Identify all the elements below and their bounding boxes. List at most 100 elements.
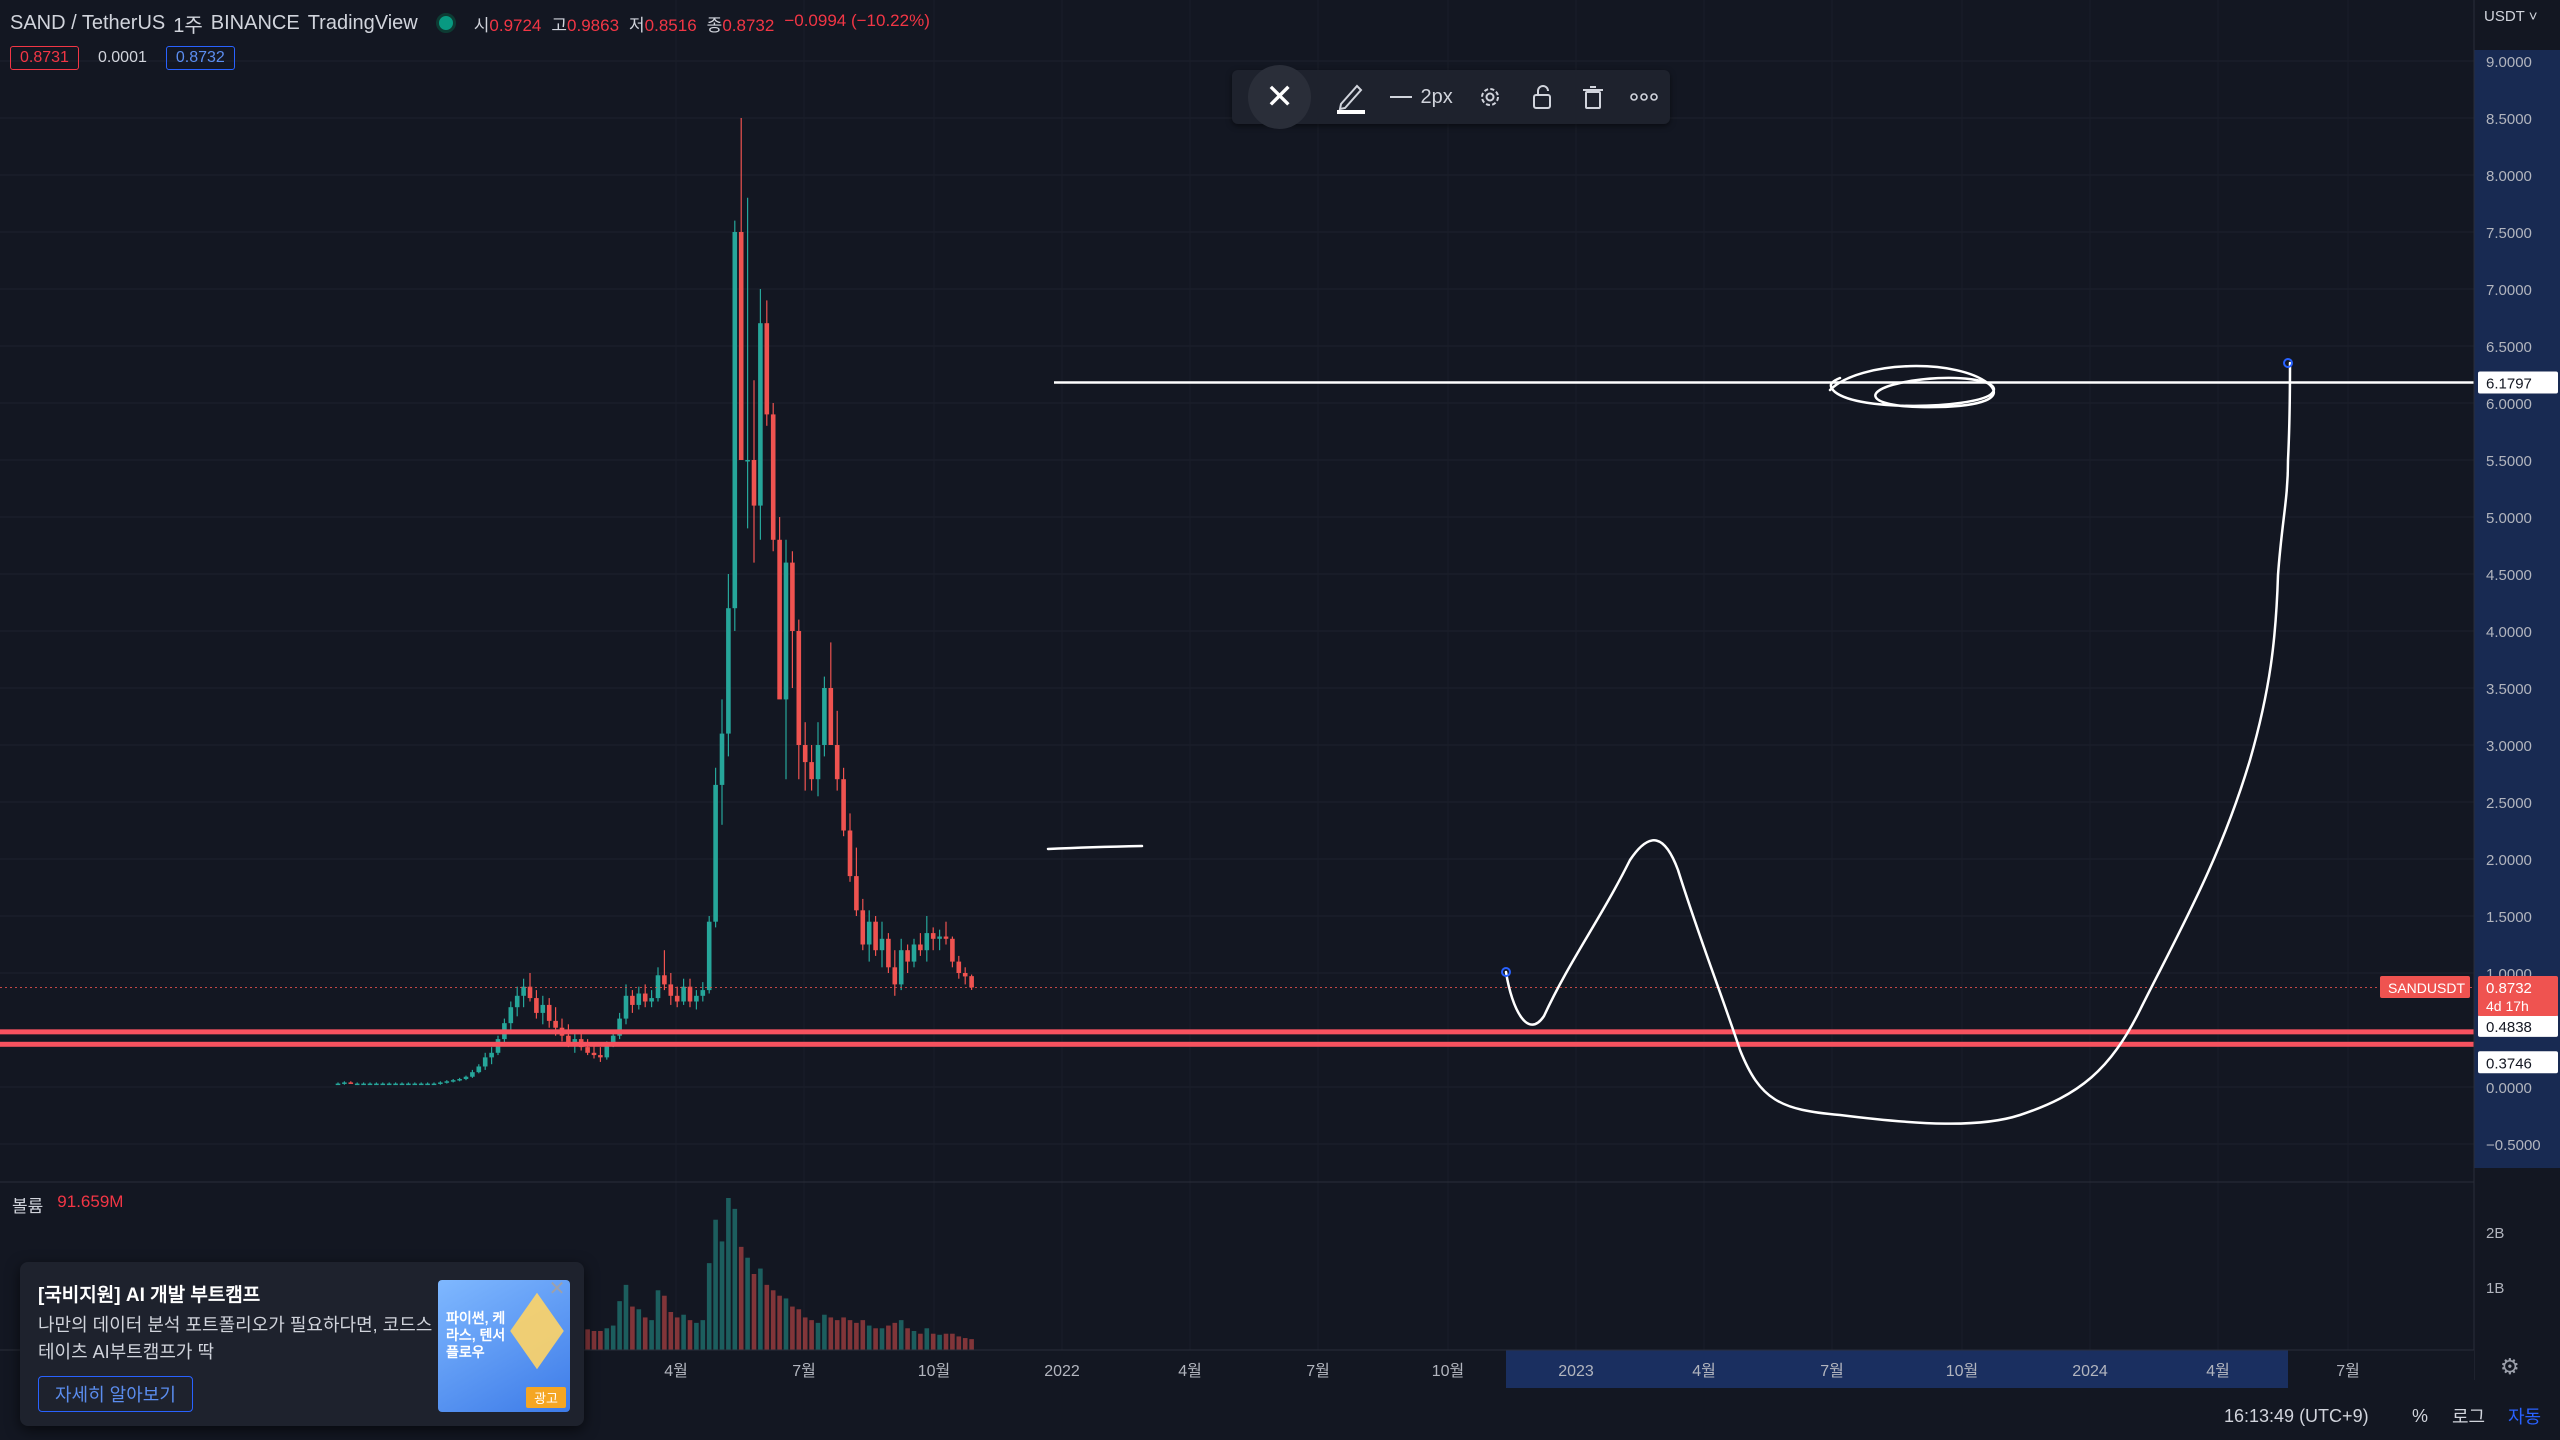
y-tick-label: −0.5000 xyxy=(2486,1137,2541,1154)
drawing-start-handle xyxy=(1501,967,1511,977)
candle-body xyxy=(399,1083,405,1086)
volume-bar xyxy=(879,1328,885,1350)
candle-body xyxy=(482,1057,488,1067)
volume-bar xyxy=(866,1325,872,1350)
volume-bar xyxy=(783,1298,789,1350)
candle-body xyxy=(866,921,872,945)
lock-icon[interactable] xyxy=(1516,70,1567,124)
source: TradingView xyxy=(307,11,418,34)
gear-icon[interactable] xyxy=(1465,70,1516,124)
volume-bar xyxy=(790,1306,795,1350)
trash-icon[interactable] xyxy=(1567,70,1618,124)
candle-body xyxy=(796,631,802,745)
volume-bar xyxy=(681,1314,686,1350)
candle-body xyxy=(662,975,667,985)
volume-bar xyxy=(969,1339,974,1350)
clock[interactable]: 16:13:49 (UTC+9) xyxy=(2224,1405,2369,1426)
currency-selector[interactable]: USDT ˅ xyxy=(2484,8,2538,25)
volume-bar xyxy=(713,1219,718,1350)
close-icon[interactable]: ✕ xyxy=(1248,65,1312,129)
candle-body xyxy=(406,1083,411,1086)
candle-body xyxy=(828,688,834,745)
ad-image[interactable]: 파이썬, 케라스, 텐서플로우 광고 xyxy=(438,1280,570,1412)
candle-body xyxy=(726,608,731,734)
symbol-tag-bg xyxy=(2380,976,2470,998)
y-tick-label: 5.5000 xyxy=(2486,453,2532,470)
candle-body xyxy=(802,745,808,763)
brush-icon[interactable] xyxy=(1325,70,1376,124)
volume-bar xyxy=(918,1333,923,1350)
x-tick-label: 2023 xyxy=(1558,1363,1594,1380)
candle-body xyxy=(790,562,795,631)
volume-bar xyxy=(668,1312,674,1350)
candle-body xyxy=(713,784,718,922)
spread: 0.0001 xyxy=(97,49,147,66)
auto-toggle[interactable]: 자동 xyxy=(2508,1407,2542,1427)
ad-learn-more-button[interactable]: 자세히 알아보기 xyxy=(38,1376,193,1412)
buy-button[interactable]: 0.8732 xyxy=(165,46,235,70)
candle-body xyxy=(393,1083,398,1086)
volume-value: 91.659M xyxy=(57,1192,124,1211)
line-width-button[interactable]: 2px xyxy=(1390,70,1453,124)
volume-bar xyxy=(860,1320,866,1350)
volume-bar xyxy=(706,1263,712,1350)
candle-body xyxy=(598,1055,603,1058)
market-status-icon xyxy=(435,13,456,33)
volume-bar xyxy=(598,1331,603,1350)
x-tick-label: 10월 xyxy=(918,1362,951,1380)
freehand-drawings xyxy=(1046,358,2293,1125)
buy-sell-panel: 0.8731 0.0001 0.8732 xyxy=(10,44,235,72)
candle-body xyxy=(438,1082,443,1084)
hline-price-tag-bg xyxy=(2478,371,2558,394)
candle-body xyxy=(527,986,533,999)
gear-icon[interactable]: ⚙ xyxy=(2500,1354,2520,1379)
candle-body xyxy=(770,414,776,540)
volume-bar xyxy=(617,1301,622,1350)
red-line-1-tag-bg xyxy=(2478,1014,2558,1037)
candle-body xyxy=(681,986,686,1002)
volume-bar xyxy=(610,1325,616,1350)
candle-body xyxy=(610,1035,616,1044)
log-toggle[interactable]: 로그 xyxy=(2452,1407,2486,1427)
candle-body xyxy=(463,1076,469,1080)
candle-body xyxy=(642,993,648,1002)
candle-body xyxy=(521,986,526,996)
hline-price-tag: 6.1797 xyxy=(2486,376,2532,393)
ad-graphic xyxy=(510,1292,564,1370)
candle-body xyxy=(764,323,770,415)
y-tick-label: 4.5000 xyxy=(2486,567,2532,584)
close-icon[interactable]: ✕ xyxy=(548,1278,566,1300)
volume-bar xyxy=(924,1328,930,1350)
candle-body xyxy=(566,1035,571,1044)
volume-bar xyxy=(930,1333,936,1350)
candle-body xyxy=(489,1052,494,1058)
volume-bar xyxy=(834,1320,840,1350)
candle-body xyxy=(354,1083,360,1086)
y-tick-label: 4.0000 xyxy=(2486,624,2532,641)
x-tick-label: 7월 xyxy=(2336,1362,2360,1380)
candle-body xyxy=(694,995,699,1002)
candle-body xyxy=(412,1083,418,1086)
y-tick-label: 0.0000 xyxy=(2486,1080,2532,1097)
percent-toggle[interactable]: % xyxy=(2412,1405,2429,1426)
x-tick-label: 2024 xyxy=(2072,1363,2108,1380)
candle-body xyxy=(674,995,680,1002)
volume-bar xyxy=(726,1198,731,1350)
x-tick-label: 7월 xyxy=(1306,1362,1330,1380)
symbol-name[interactable]: SAND / TetherUS xyxy=(10,11,166,34)
x-tick-label: 7월 xyxy=(792,1362,816,1380)
more-icon[interactable] xyxy=(1619,70,1670,124)
candle-body xyxy=(591,1052,597,1056)
ad-body: 나만의 데이터 분석 포트폴리오가 필요하다면, 코드스테이츠 AI부트캠프가 … xyxy=(38,1315,433,1362)
sell-button[interactable]: 0.8731 xyxy=(10,46,79,70)
candle-body xyxy=(905,950,910,962)
volume-bar xyxy=(630,1306,635,1350)
candle-body xyxy=(617,1018,622,1036)
circle-mark xyxy=(1828,364,1996,409)
interval[interactable]: 1주 xyxy=(173,14,203,37)
volume-bar xyxy=(847,1320,853,1350)
candle-body xyxy=(873,921,878,951)
volume-bar xyxy=(822,1314,827,1350)
candle-body xyxy=(348,1082,354,1084)
